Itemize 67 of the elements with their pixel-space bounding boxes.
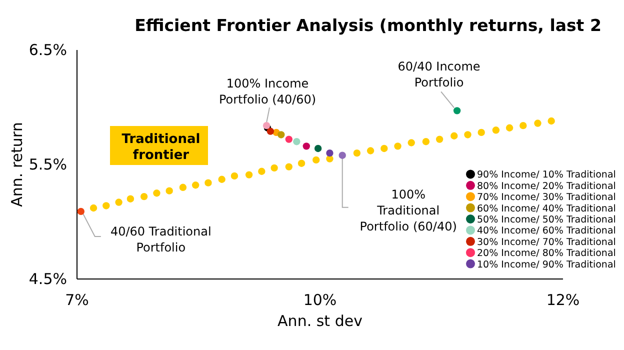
point [520, 122, 527, 130]
y-tick-label: 5.5% [28, 156, 67, 174]
annotation: 100% Traditional Portfolio (60/40) [360, 187, 457, 234]
point [285, 136, 292, 143]
point [262, 122, 270, 130]
legend-label: 20% Income/ 80% Traditional [477, 248, 616, 260]
point [380, 144, 388, 152]
point [266, 128, 274, 135]
point [179, 184, 187, 191]
point [366, 147, 374, 154]
point [548, 117, 555, 125]
point [90, 204, 98, 212]
legend-label: 70% Income/ 30% Traditional [477, 192, 616, 204]
point [298, 160, 306, 167]
legend-label: 50% Income/ 50% Traditional [477, 214, 616, 226]
point [245, 171, 253, 178]
x-tick-label: 10% [303, 291, 337, 309]
y-axis-title: Ann. return [8, 122, 26, 207]
point [126, 195, 134, 202]
legend-label: 90% Income/ 10% Traditional [477, 170, 616, 181]
point [450, 132, 458, 140]
point [115, 198, 122, 206]
point [453, 107, 461, 114]
point [192, 182, 200, 189]
point [285, 163, 292, 170]
point [394, 142, 402, 150]
point [204, 179, 212, 186]
point [230, 172, 238, 180]
point [218, 176, 226, 183]
point [492, 126, 500, 134]
annotation: 100% Income Portfolio (40/60) [218, 76, 316, 107]
legend-label: 80% Income/ 20% Traditional [477, 180, 616, 192]
chart-title: Efficient Frontier Analysis (monthly returns, last 2 [134, 16, 602, 35]
legend-label: 60% Income/ 40% Traditional [477, 203, 616, 214]
point [326, 149, 334, 157]
x-tick-label: 12% [546, 291, 580, 309]
point [464, 131, 472, 138]
point [422, 138, 430, 146]
annotation: 60/40 Income Portfolio [398, 60, 480, 90]
point [478, 128, 485, 136]
point [436, 136, 444, 143]
x-axis-title: Ann. st dev [278, 312, 363, 330]
legend-label: 30% Income/ 70% Traditional [477, 236, 616, 248]
point [353, 149, 361, 157]
point [534, 120, 542, 127]
point [77, 208, 84, 216]
point [278, 131, 285, 138]
point [338, 152, 346, 159]
series-label: Traditional frontier [122, 132, 200, 163]
point [140, 192, 148, 200]
point [302, 142, 310, 150]
point [314, 144, 322, 152]
annotation: 40/60 Traditional Portfolio [110, 224, 212, 254]
legend-label: 10% Income/ 90% Traditional [477, 259, 616, 270]
point [153, 190, 160, 197]
point [166, 187, 173, 194]
x-tick-label: 7% [65, 291, 89, 309]
y-tick-label: 6.5% [28, 41, 67, 59]
point [312, 156, 320, 164]
point [506, 124, 514, 132]
point [258, 168, 266, 175]
y-tick-label: 4.5% [28, 270, 67, 288]
point [408, 139, 415, 146]
point [293, 138, 300, 146]
legend-label: 40% Income/ 60% Traditional [477, 226, 616, 237]
point [102, 202, 110, 210]
point [270, 164, 278, 172]
